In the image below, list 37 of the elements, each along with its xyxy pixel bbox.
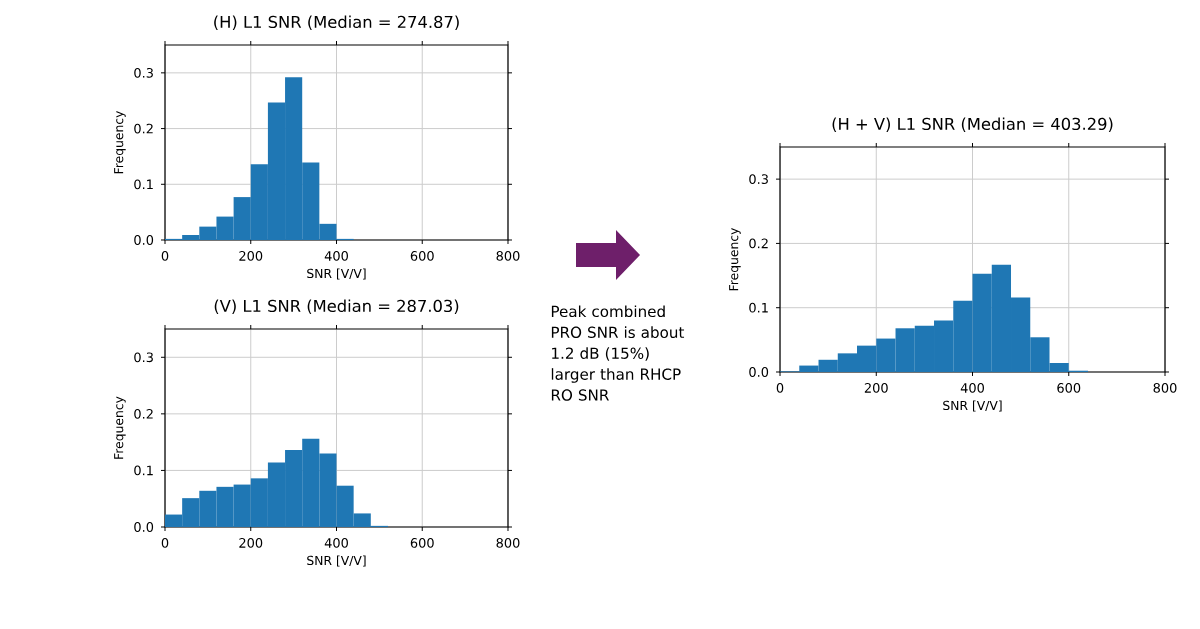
chart-title: (H + V) L1 SNR (Median = 403.29) — [832, 117, 1113, 132]
y-tick-label: 0.3 — [134, 67, 153, 78]
y-tick-label: 0.2 — [134, 408, 153, 419]
y-axis-title: Frequency — [729, 227, 741, 291]
y-tick-label: 0.3 — [134, 352, 153, 363]
y-tick-label: 0.0 — [749, 367, 769, 377]
text: Peak combined PRO SNR is about 1.2 dB (15%) larger than RHCP RO SNR — [551, 305, 685, 401]
x-tick-label: 0 — [161, 251, 169, 261]
x-tick-label: 600 — [410, 538, 434, 548]
y-tick-label: 0.1 — [134, 179, 153, 190]
x-tick-label: 800 — [1153, 383, 1177, 393]
y-axis-title: Frequency — [114, 110, 126, 174]
x-tick-label: 400 — [960, 383, 984, 393]
x-axis-title: SNR [V/V] — [943, 400, 1002, 412]
x-axis-title: SNR [V/V] — [307, 268, 366, 280]
x-tick-label: 200 — [864, 383, 888, 393]
y-tick-label: 0.3 — [749, 174, 768, 185]
y-tick-label: 0.1 — [749, 302, 768, 313]
x-tick-label: 800 — [496, 251, 520, 261]
x-tick-label: 400 — [324, 251, 348, 261]
x-tick-label: 200 — [239, 538, 263, 548]
y-tick-label: 0.2 — [749, 238, 768, 249]
chart-title: (H) L1 SNR (Median = 274.87) — [214, 15, 459, 30]
x-tick-label: 600 — [1057, 383, 1081, 393]
x-tick-label: 600 — [410, 251, 434, 261]
x-tick-label: 0 — [161, 538, 169, 548]
y-axis-title: Frequency — [114, 396, 126, 459]
x-tick-label: 200 — [239, 251, 263, 261]
x-tick-label: 0 — [776, 383, 784, 393]
y-tick-label: 0.0 — [134, 235, 154, 245]
x-axis-title: SNR [V/V] — [307, 555, 366, 567]
x-tick-label: 400 — [324, 538, 348, 548]
y-tick-label: 0.2 — [134, 123, 153, 134]
chart-title: (V) L1 SNR (Median = 287.03) — [214, 299, 459, 314]
y-tick-label: 0.0 — [134, 522, 154, 532]
y-tick-label: 0.1 — [134, 465, 153, 476]
x-tick-label: 800 — [496, 538, 520, 548]
